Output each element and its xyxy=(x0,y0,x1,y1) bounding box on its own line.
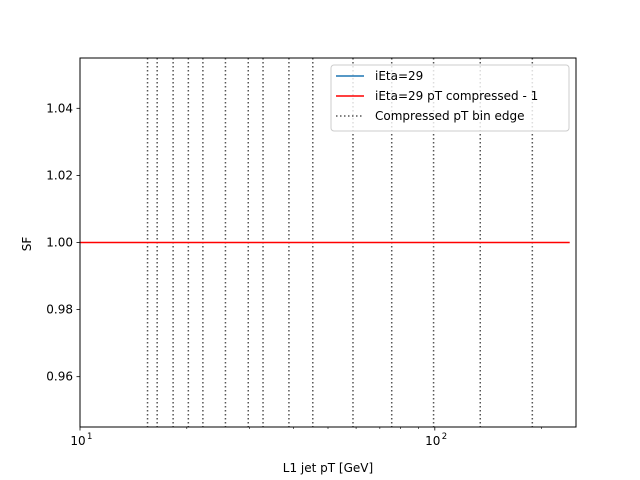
legend-entry: iEta=29 xyxy=(375,69,423,83)
legend-entry: Compressed pT bin edge xyxy=(375,109,525,123)
x-tick-exponent: 1 xyxy=(87,432,92,442)
x-tick-exponent: 2 xyxy=(442,432,447,442)
x-tick-label: 10 xyxy=(425,434,440,448)
legend-entry: iEta=29 pT compressed - 1 xyxy=(375,89,538,103)
x-axis-label: L1 jet pT [GeV] xyxy=(283,461,373,475)
y-axis-label: SF xyxy=(20,237,34,252)
y-tick-label: 0.96 xyxy=(46,370,73,384)
y-tick-label: 1.04 xyxy=(46,101,73,115)
x-tick-label: 10 xyxy=(70,434,85,448)
y-tick-label: 0.98 xyxy=(46,303,73,317)
legend-box xyxy=(330,64,570,132)
legend: iEta=29 iEta=29 pT compressed - 1 Compress… xyxy=(330,64,570,132)
y-tick-label: 1.02 xyxy=(46,168,73,182)
y-tick-label: 1.00 xyxy=(46,236,73,250)
